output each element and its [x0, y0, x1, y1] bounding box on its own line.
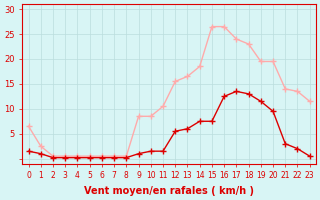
X-axis label: Vent moyen/en rafales ( km/h ): Vent moyen/en rafales ( km/h )	[84, 186, 254, 196]
